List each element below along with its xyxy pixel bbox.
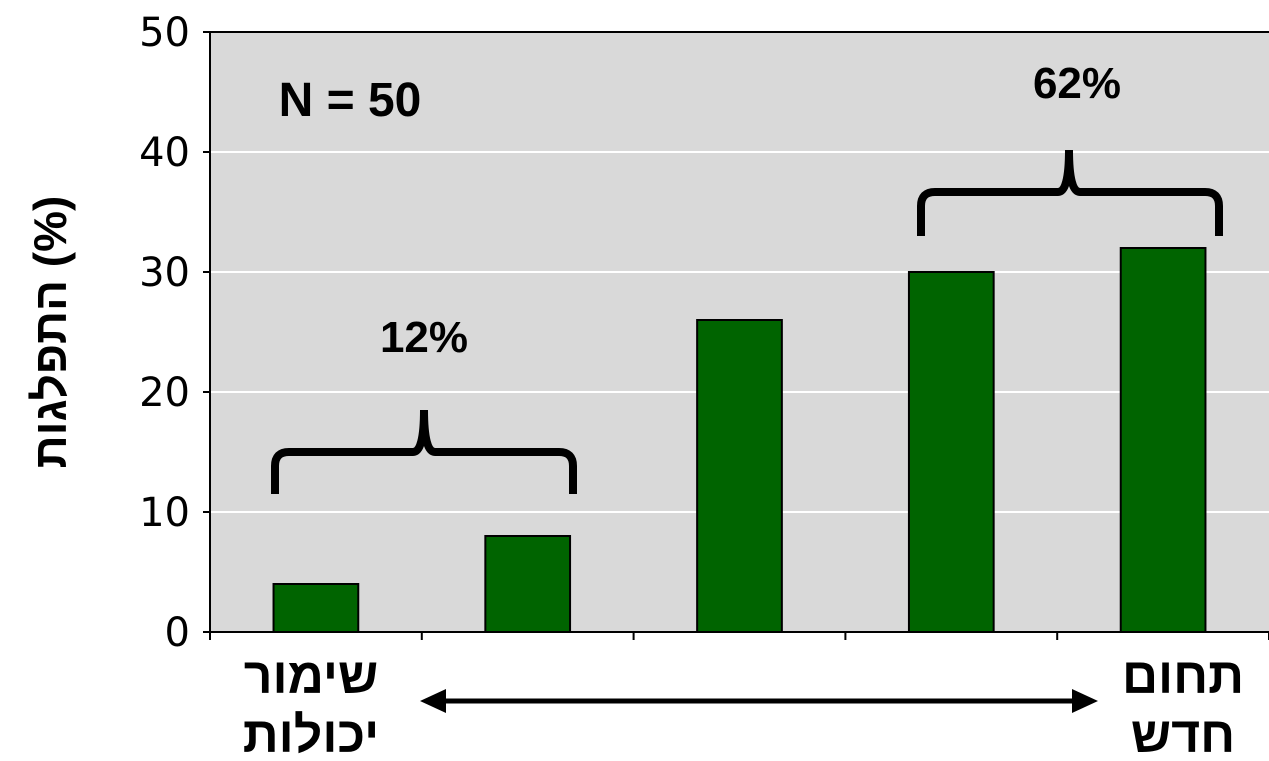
n-label: N = 50: [279, 74, 422, 127]
arrow-head-left: [420, 689, 446, 713]
bar: [1119, 247, 1207, 633]
left-group-brace: [271, 409, 577, 494]
arrow-head-right: [1072, 689, 1098, 713]
right-group-label: 62%: [1033, 59, 1121, 108]
bar: [907, 271, 995, 633]
axes: 0 10 20 30 40 50: [139, 10, 1269, 656]
y-axis-title: התפלגות (%): [24, 196, 76, 469]
left-group-label: 12%: [380, 313, 468, 362]
left-end-label-line1: שימור: [244, 648, 379, 704]
y-tick-label: 30: [139, 250, 190, 296]
y-tick-label: 0: [165, 610, 190, 656]
right-end-label-line1: תחום: [1122, 648, 1244, 704]
right-group-brace: [917, 149, 1223, 236]
bar: [272, 583, 360, 633]
y-tick-label: 50: [139, 10, 190, 56]
left-end-label-line2: יכולות: [243, 707, 379, 761]
y-tick-label: 40: [139, 130, 190, 176]
bar: [484, 535, 572, 633]
bars: [272, 247, 1207, 633]
y-tick-label: 10: [139, 490, 190, 536]
y-tick-label: 20: [139, 370, 190, 416]
right-end-label-line2: חדש: [1131, 707, 1235, 761]
bar: [696, 319, 783, 633]
